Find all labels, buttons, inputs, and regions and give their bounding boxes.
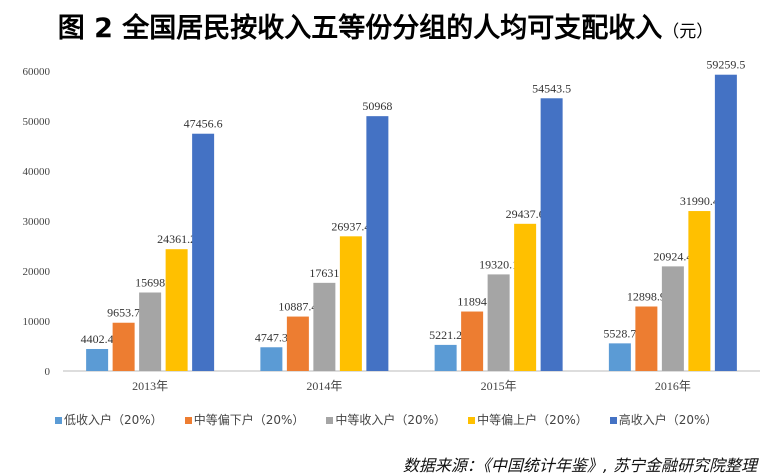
data-label: 24361.2 [157, 232, 196, 246]
bar [286, 316, 309, 371]
bar [165, 249, 188, 371]
bar [540, 98, 563, 371]
data-label: 20924.4 [653, 249, 692, 263]
bar [487, 274, 510, 371]
bar [313, 282, 336, 371]
data-label: 4402.4 [81, 332, 114, 346]
data-label: 17631 [309, 266, 339, 280]
data-label: 4747.3 [255, 330, 288, 344]
y-tick-label: 20000 [23, 266, 51, 278]
bar [461, 311, 484, 371]
legend-swatch [609, 417, 617, 424]
data-label: 59259.5 [706, 58, 745, 72]
y-tick-label: 10000 [23, 316, 51, 328]
legend-item: 中等偏上户（20%） [468, 411, 588, 428]
data-label: 12898.9 [627, 290, 666, 304]
data-label: 54543.5 [532, 81, 571, 95]
data-label: 50968 [362, 99, 392, 113]
data-label: 15698 [135, 276, 165, 290]
legend-item: 中等偏下户（20%） [184, 411, 305, 428]
bar [688, 211, 711, 371]
legend-swatch [55, 417, 62, 424]
legend-swatch [184, 417, 192, 424]
y-tick-label: 30000 [23, 216, 51, 228]
bar [434, 344, 457, 371]
title-unit: （元） [662, 22, 714, 42]
bar [514, 223, 537, 371]
legend-label: 中等收入户（20%） [335, 413, 447, 427]
y-tick-label: 60000 [23, 66, 51, 78]
legend-label: 高收入户（20%） [618, 413, 718, 427]
bar [366, 116, 389, 371]
bar [661, 266, 684, 371]
source-note: 数据来源：《中国统计年鉴》, 苏宁金融研究院整理 [402, 456, 757, 475]
bar [608, 343, 631, 371]
legend-label: 中等偏上户（20%） [477, 413, 588, 427]
data-label: 9653.7 [107, 306, 140, 320]
x-tick-label: 2015年 [481, 379, 517, 393]
legend: 低收入户（20%） 中等偏下户（20%） 中等收入户（20%） 中等偏上户（20%） 高… [55, 411, 717, 428]
bar [86, 348, 109, 371]
legend-item: 低收入户（20%） [55, 411, 163, 428]
bar [339, 236, 362, 371]
chart-title: 图 2 全国居民按收入五等份分组的人均可支配收入（元） [0, 6, 771, 45]
legend-item: 中等收入户（20%） [326, 411, 446, 428]
legend-item: 高收入户（20%） [609, 411, 718, 428]
data-label: 5221.2 [429, 328, 462, 342]
data-label: 47456.6 [184, 117, 223, 131]
y-tick-label: 50000 [23, 116, 51, 128]
data-label: 5528.7 [603, 326, 636, 340]
data-label: 19320.1 [479, 257, 518, 271]
bar [635, 306, 658, 371]
data-label: 29437.6 [506, 207, 545, 221]
data-label: 10887.4 [278, 300, 317, 314]
x-tick-label: 2016年 [655, 379, 691, 393]
bar [139, 292, 162, 371]
legend-label: 低收入户（20%） [64, 413, 163, 427]
bar [260, 347, 283, 371]
data-label: 11894 [457, 295, 487, 309]
legend-label: 中等偏下户（20%） [193, 413, 305, 427]
legend-swatch [468, 417, 476, 424]
x-tick-label: 2014年 [306, 379, 342, 393]
data-label: 31990.4 [680, 194, 719, 208]
y-tick-label: 0 [45, 366, 51, 378]
legend-swatch [326, 417, 334, 424]
x-tick-label: 2013年 [132, 379, 168, 393]
data-label: 26937.4 [331, 219, 370, 233]
bar [714, 74, 737, 371]
y-tick-label: 40000 [23, 166, 51, 178]
title-text: 图 2 全国居民按收入五等份分组的人均可支配收入 [57, 13, 663, 44]
bar [192, 133, 215, 371]
bar [112, 322, 135, 371]
